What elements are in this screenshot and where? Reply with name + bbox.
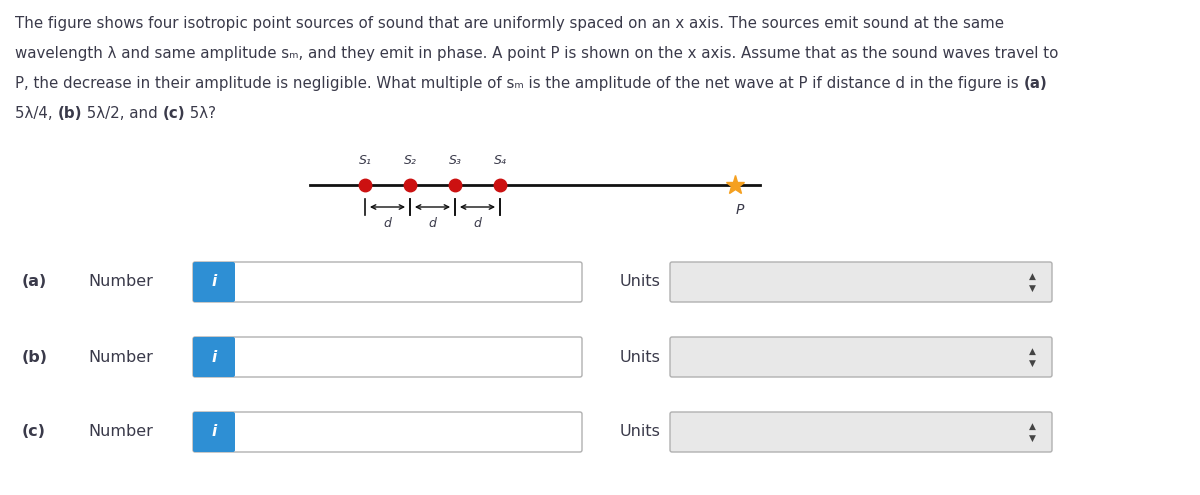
FancyBboxPatch shape <box>193 412 235 452</box>
Text: P: P <box>736 203 744 217</box>
FancyBboxPatch shape <box>670 412 1052 452</box>
Text: (b): (b) <box>58 106 82 121</box>
Text: wavelength λ and same amplitude sₘ, and they emit in phase. A point P is shown o: wavelength λ and same amplitude sₘ, and … <box>14 46 1058 61</box>
Text: 5λ?: 5λ? <box>185 106 216 121</box>
FancyBboxPatch shape <box>193 337 235 377</box>
Text: S₂: S₂ <box>403 154 416 167</box>
Text: ▲: ▲ <box>1028 271 1036 281</box>
Text: Units: Units <box>620 425 661 440</box>
FancyBboxPatch shape <box>193 337 582 377</box>
Text: 5λ/2, and: 5λ/2, and <box>82 106 162 121</box>
Text: ▲: ▲ <box>1028 422 1036 431</box>
Text: Number: Number <box>88 275 152 290</box>
FancyBboxPatch shape <box>193 262 582 302</box>
Text: d: d <box>384 217 391 230</box>
Text: P, the decrease in their amplitude is negligible. What multiple of sₘ is the amp: P, the decrease in their amplitude is ne… <box>14 76 1024 91</box>
Text: S₃: S₃ <box>449 154 462 167</box>
FancyBboxPatch shape <box>193 412 582 452</box>
FancyBboxPatch shape <box>670 337 1052 377</box>
Text: Number: Number <box>88 349 152 364</box>
Text: (c): (c) <box>22 425 46 440</box>
Text: i: i <box>211 349 217 364</box>
Text: The figure shows four isotropic point sources of sound that are uniformly spaced: The figure shows four isotropic point so… <box>14 16 1004 31</box>
Text: ▲: ▲ <box>1028 346 1036 355</box>
Text: ▼: ▼ <box>1028 434 1036 443</box>
Text: i: i <box>211 425 217 440</box>
Text: S₁: S₁ <box>359 154 372 167</box>
Text: S₄: S₄ <box>493 154 506 167</box>
FancyBboxPatch shape <box>193 262 235 302</box>
Text: i: i <box>211 275 217 290</box>
Text: (c): (c) <box>162 106 185 121</box>
Text: ▼: ▼ <box>1028 358 1036 367</box>
Text: Units: Units <box>620 275 661 290</box>
Text: (a): (a) <box>1024 76 1048 91</box>
Text: d: d <box>428 217 437 230</box>
Text: (a): (a) <box>22 275 47 290</box>
FancyBboxPatch shape <box>670 262 1052 302</box>
Text: Units: Units <box>620 349 661 364</box>
Text: ▼: ▼ <box>1028 284 1036 293</box>
Text: (b): (b) <box>22 349 48 364</box>
Text: Number: Number <box>88 425 152 440</box>
Text: 5λ/4,: 5λ/4, <box>14 106 58 121</box>
Text: d: d <box>474 217 481 230</box>
